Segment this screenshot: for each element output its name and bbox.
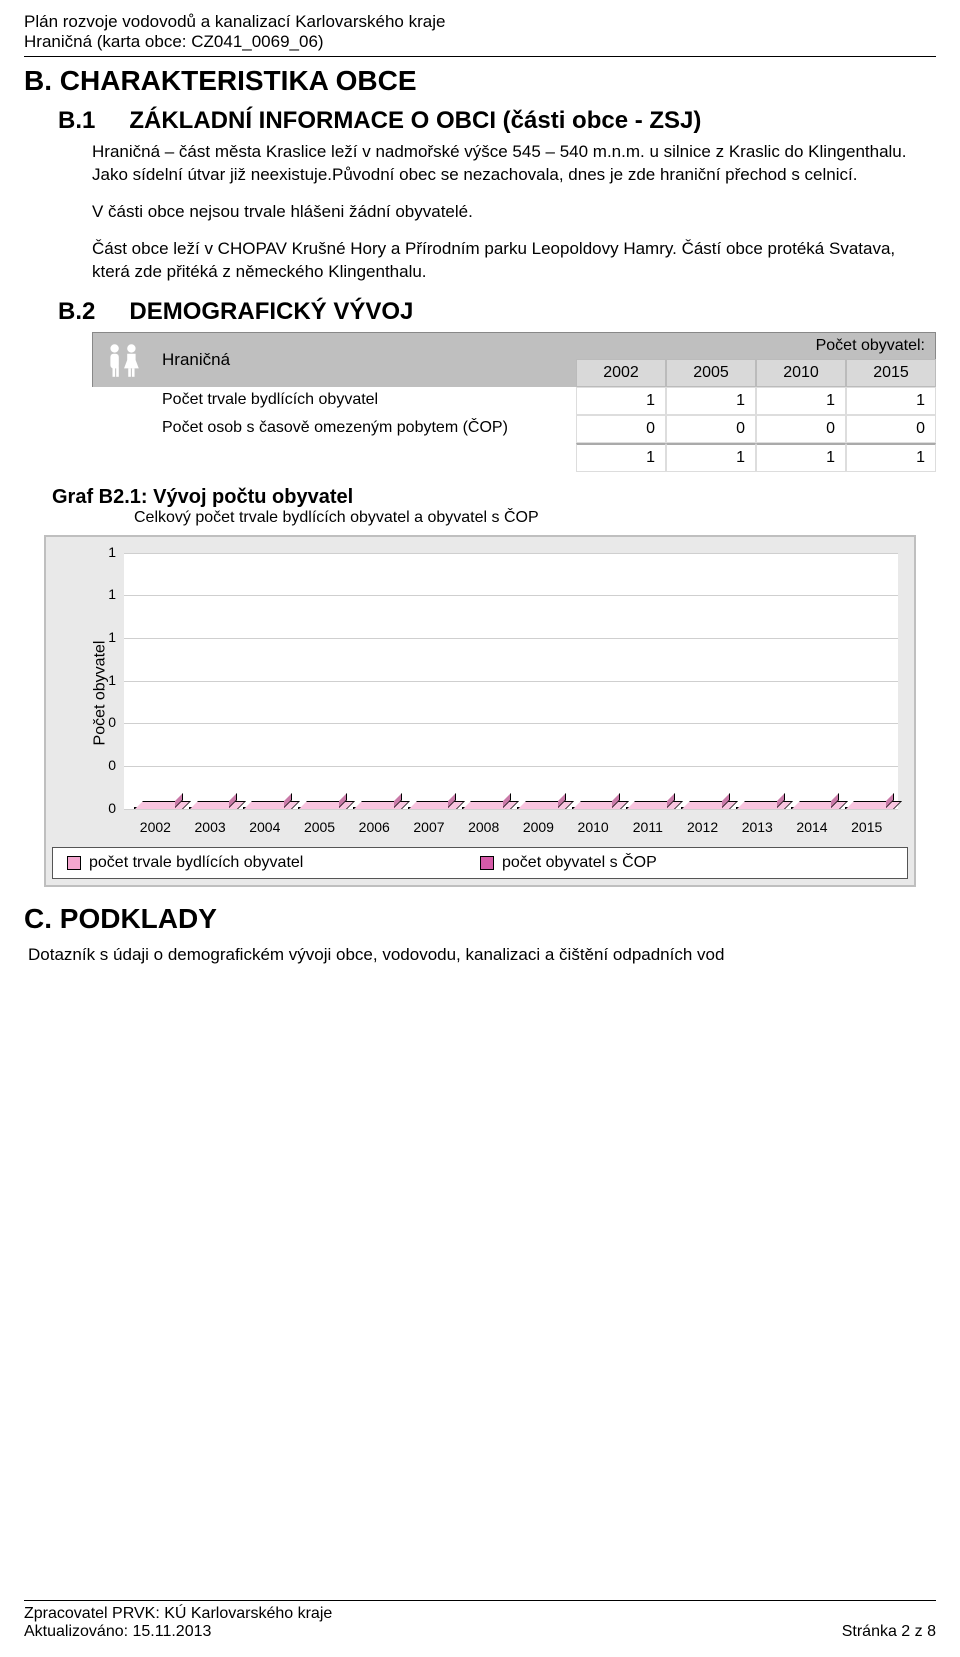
ytick-label: 1 [108, 629, 116, 645]
footer-left-2: Aktualizováno: 15.11.2013 [24, 1623, 332, 1641]
total-cell: 1 [756, 443, 846, 472]
footer-page-number: Stránka 2 z 8 [842, 1623, 936, 1641]
xtick-label: 2015 [845, 819, 888, 835]
count-label: Počet obyvatel: [576, 332, 936, 359]
ytick-label: 1 [108, 544, 116, 560]
legend-swatch-1 [67, 856, 81, 870]
graf-title: Graf B2.1: Vývoj počtu obyvatel [52, 486, 353, 508]
header-rule [24, 56, 936, 57]
b1-p2: V části obce nejsou trvale hlášeni žádní… [92, 201, 936, 224]
xtick-label: 2014 [791, 819, 834, 835]
cell: 0 [846, 415, 936, 443]
people-icon [92, 332, 152, 387]
ytick-label: 1 [108, 586, 116, 602]
xtick-label: 2007 [408, 819, 451, 835]
chart-xticks: 2002 2003 2004 2005 2006 2007 2008 2009 2010 2011… [124, 819, 898, 835]
total-cell: 1 [576, 443, 666, 472]
row-label: Počet trvale bydlících obyvatel [152, 387, 576, 415]
legend-label-1: počet trvale bydlících obyvatel [89, 854, 303, 872]
ytick-label: 0 [108, 714, 116, 730]
ytick-label: 0 [108, 800, 116, 816]
year-header-row: 2002 2005 2010 2015 [576, 359, 936, 387]
cell: 0 [666, 415, 756, 443]
chart-legend: počet trvale bydlících obyvatel počet ob… [52, 847, 908, 879]
section-b-title: B. CHARAKTERISTIKA OBCE [24, 65, 936, 97]
xtick-label: 2010 [572, 819, 615, 835]
xtick-label: 2002 [134, 819, 177, 835]
footer-left-1: Zpracovatel PRVK: KÚ Karlovarského kraje [24, 1605, 332, 1623]
section-c-text: Dotazník s údaji o demografickém vývoji … [28, 945, 936, 965]
doc-header-line2: Hraničná (karta obce: CZ041_0069_06) [24, 32, 936, 52]
xtick-label: 2006 [353, 819, 396, 835]
year-cell: 2010 [756, 359, 846, 387]
b1-title: ZÁKLADNÍ INFORMACE O OBCI (části obce - … [129, 107, 701, 135]
chart-yticks: 1111000 [90, 553, 120, 809]
xtick-label: 2013 [736, 819, 779, 835]
table-row: Počet trvale bydlících obyvatel 1 1 1 1 [92, 387, 936, 415]
b1-number: B.1 [58, 107, 95, 135]
legend-label-2: počet obyvatel s ČOP [502, 854, 657, 872]
demography-table: Hraničná Počet obyvatel: 2002 2005 2010 … [92, 332, 936, 472]
b2-number: B.2 [58, 298, 95, 326]
cell: 1 [576, 387, 666, 415]
b1-paragraphs: Hraničná – část města Kraslice leží v na… [92, 141, 936, 284]
cell: 1 [846, 387, 936, 415]
row-label: Počet osob s časově omezeným pobytem (ČO… [152, 415, 576, 443]
year-cell: 2015 [846, 359, 936, 387]
xtick-label: 2011 [626, 819, 669, 835]
cell: 0 [576, 415, 666, 443]
cell: 1 [756, 387, 846, 415]
year-cell: 2002 [576, 359, 666, 387]
xtick-label: 2008 [462, 819, 505, 835]
ytick-label: 1 [108, 672, 116, 688]
table-totals-row: 1 1 1 1 [92, 443, 936, 472]
xtick-label: 2012 [681, 819, 724, 835]
locality-name-header: Hraničná [152, 332, 576, 387]
b1-p1: Hraničná – část města Kraslice leží v na… [92, 141, 936, 187]
xtick-label: 2009 [517, 819, 560, 835]
xtick-label: 2005 [298, 819, 341, 835]
chart-plot-area [124, 553, 898, 809]
section-c-title: C. PODKLADY [24, 903, 936, 935]
total-cell: 1 [666, 443, 756, 472]
cell: 0 [756, 415, 846, 443]
b1-p3: Část obce leží v CHOPAV Krušné Hory a Př… [92, 238, 936, 284]
legend-swatch-2 [480, 856, 494, 870]
page-footer: Zpracovatel PRVK: KÚ Karlovarského kraje… [24, 1600, 936, 1641]
year-cell: 2005 [666, 359, 756, 387]
doc-header-line1: Plán rozvoje vodovodů a kanalizací Karlo… [24, 12, 936, 32]
b2-title: DEMOGRAFICKÝ VÝVOJ [129, 298, 413, 326]
graf-subtitle: Celkový počet trvale bydlících obyvatel … [134, 509, 936, 527]
xtick-label: 2003 [189, 819, 232, 835]
xtick-label: 2004 [243, 819, 286, 835]
total-cell: 1 [846, 443, 936, 472]
table-row: Počet osob s časově omezeným pobytem (ČO… [92, 415, 936, 443]
chart-container: Počet obyvatel 1111000 20022003200420052… [44, 535, 916, 887]
cell: 1 [666, 387, 756, 415]
ytick-label: 0 [108, 757, 116, 773]
